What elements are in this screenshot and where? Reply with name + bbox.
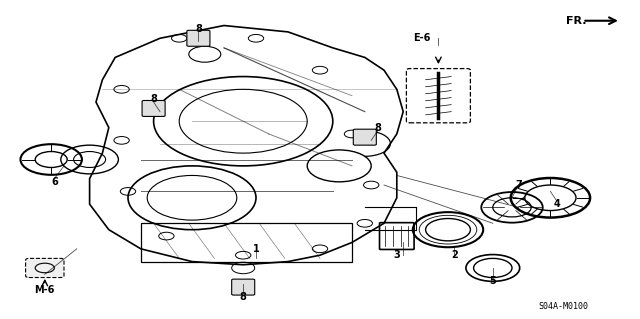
Text: 6: 6: [51, 177, 58, 187]
FancyBboxPatch shape: [142, 100, 165, 116]
FancyBboxPatch shape: [26, 258, 64, 278]
Text: 1: 1: [253, 244, 259, 254]
Text: 8: 8: [150, 94, 157, 104]
Text: E-6: E-6: [413, 33, 430, 43]
FancyBboxPatch shape: [187, 30, 210, 46]
Text: 3: 3: [394, 250, 400, 260]
Text: 4: 4: [554, 199, 560, 209]
FancyBboxPatch shape: [353, 129, 376, 145]
Text: 5: 5: [490, 276, 496, 286]
Text: S04A-M0100: S04A-M0100: [538, 302, 588, 311]
Text: 8: 8: [374, 122, 381, 133]
Text: 8: 8: [195, 24, 202, 34]
Text: 2: 2: [451, 250, 458, 260]
Text: FR.: FR.: [566, 16, 587, 26]
Text: M-6: M-6: [35, 285, 55, 295]
Text: 7: 7: [515, 180, 522, 190]
Text: 8: 8: [240, 292, 246, 302]
FancyBboxPatch shape: [232, 279, 255, 295]
